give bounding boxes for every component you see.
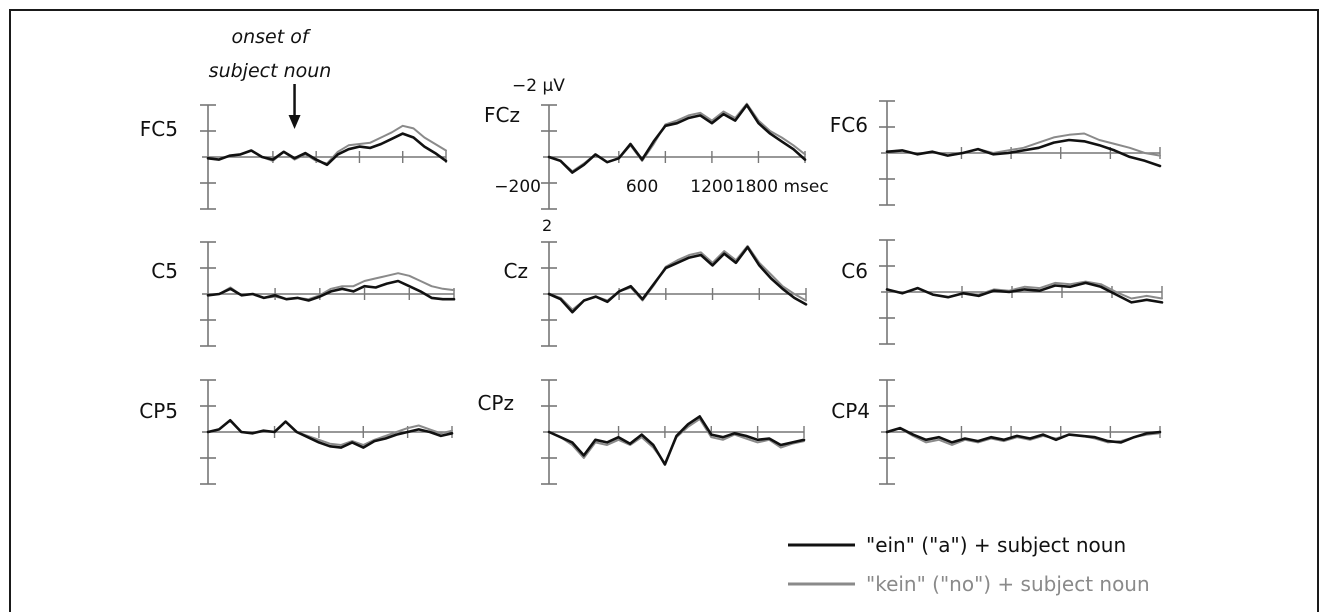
panel-cz: Cz xyxy=(504,241,808,347)
panel-label: C6 xyxy=(841,259,868,283)
erp-panels: FC5 FCz FC6 C5 Cz C6 CP5 CPz CP4 xyxy=(139,100,1164,485)
series-line xyxy=(206,132,448,167)
series-line xyxy=(547,103,807,174)
x-tick-label: 1800 msec xyxy=(735,177,829,197)
x-tick-label: 1200 xyxy=(690,177,733,197)
figure-frame xyxy=(9,9,1319,612)
series-line xyxy=(548,418,805,465)
series-line xyxy=(885,281,1164,304)
series-line xyxy=(885,138,1162,168)
panel-c5: C5 xyxy=(151,241,456,347)
x-tick-labels: −200 600 1200 1800 msec xyxy=(494,177,828,197)
panel-label: FC5 xyxy=(140,117,178,141)
onset-annotation-line2: subject noun xyxy=(209,60,332,82)
legend: "ein" ("a") + subject noun "kein" ("no")… xyxy=(788,533,1150,596)
panel-label: CP4 xyxy=(831,399,870,423)
series-line xyxy=(207,124,447,165)
panel-cp4: CP4 xyxy=(831,379,1162,485)
series-line xyxy=(885,426,1162,444)
panel-c6: C6 xyxy=(841,239,1164,345)
y-scale-bottom-label: 2 xyxy=(542,216,552,235)
panel-fc6: FC6 xyxy=(830,100,1162,206)
series-line xyxy=(206,419,454,449)
panel-cp5: CP5 xyxy=(139,379,454,485)
x-tick-label: −200 xyxy=(494,177,541,197)
series-line xyxy=(547,415,806,466)
legend-label-kein: "kein" ("no") + subject noun xyxy=(866,572,1150,596)
panel-cpz: CPz xyxy=(477,379,806,485)
x-tick-label: 600 xyxy=(626,177,658,197)
panel-label: FC6 xyxy=(830,113,868,137)
panel-label: Cz xyxy=(504,259,528,283)
onset-annotation-line1: onset of xyxy=(231,26,311,48)
y-scale-top-label: −2 µV xyxy=(512,76,565,96)
panel-fcz: FCz xyxy=(484,102,807,210)
legend-label-ein: "ein" ("a") + subject noun xyxy=(866,533,1126,557)
panel-label: FCz xyxy=(484,103,520,127)
series-line xyxy=(547,245,808,314)
onset-arrow xyxy=(288,84,301,129)
series-line xyxy=(206,279,456,302)
panel-fc5: FC5 xyxy=(140,104,448,210)
panel-label: CP5 xyxy=(139,399,178,423)
onset-arrow-head xyxy=(288,115,301,129)
panel-label: C5 xyxy=(151,259,178,283)
panel-label: CPz xyxy=(477,391,514,415)
